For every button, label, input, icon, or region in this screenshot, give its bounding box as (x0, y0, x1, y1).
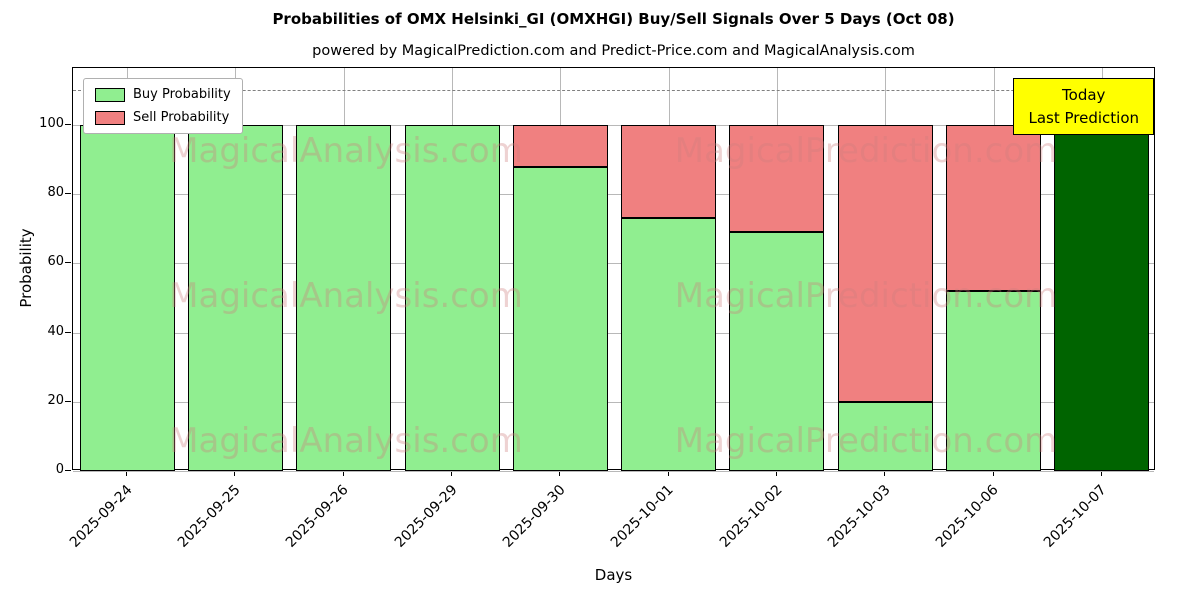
h-gridline (73, 263, 1154, 265)
x-tick-label: 2025-10-03 (824, 482, 894, 551)
x-tick-mark (1100, 471, 1102, 476)
x-tick-mark (126, 471, 128, 476)
y-tick-label: 20 (47, 392, 64, 408)
legend: Buy Probability Sell Probability (83, 78, 243, 134)
watermark-text: MagicalPrediction.com (674, 131, 1058, 171)
y-tick-mark (65, 470, 71, 471)
legend-label-buy: Buy Probability (133, 87, 231, 102)
y-tick-label: 80 (47, 185, 64, 201)
bar-segment-buy (729, 232, 825, 471)
plot-area: Buy Probability Sell Probability Today L… (72, 67, 1155, 472)
h-gridline (73, 332, 1154, 334)
chart-subtitle: powered by MagicalPrediction.com and Pre… (312, 43, 915, 59)
bar-segment-buy (946, 291, 1042, 471)
watermark-text: MagicalAnalysis.com (169, 276, 523, 316)
bar-segment-buy (512, 166, 608, 471)
today-annotation: Today Last Prediction (1013, 78, 1154, 135)
bar-segment-buy (837, 401, 933, 471)
x-tick-label: 2025-10-01 (608, 482, 677, 551)
x-tick-mark (884, 471, 886, 476)
legend-label-sell: Sell Probability (133, 110, 230, 125)
watermark-text: MagicalAnalysis.com (169, 421, 523, 461)
chart-title: Probabilities of OMX Helsinki_GI (OMXHGI… (272, 10, 955, 28)
x-axis-label: Days (594, 566, 633, 584)
y-tick-mark (65, 193, 71, 195)
bar-segment-sell (729, 125, 825, 233)
bar-today (1054, 125, 1150, 471)
y-tick-mark (65, 400, 71, 402)
x-tick-label: 2025-10-06 (933, 482, 1002, 551)
bar-segment-sell (621, 125, 717, 219)
watermark-text: MagicalPrediction.com (674, 276, 1058, 316)
h-gridline (73, 401, 1154, 403)
bar-segment-buy (404, 125, 500, 471)
x-tick-label: 2025-10-02 (716, 482, 786, 551)
bar-segment-sell (837, 125, 933, 402)
y-tick-label: 0 (55, 462, 64, 477)
today-annotation-line1: Today (1062, 86, 1106, 104)
legend-item-buy: Buy Probability (95, 87, 231, 102)
buy-probability-swatch (95, 87, 125, 102)
x-tick-label: 2025-09-30 (499, 482, 569, 551)
bar-segment-buy (621, 218, 717, 471)
x-tick-mark (559, 471, 561, 476)
y-tick-label: 60 (47, 254, 64, 270)
y-tick-mark (65, 331, 71, 333)
x-tick-label: 2025-09-24 (66, 482, 136, 551)
x-tick-mark (667, 471, 669, 476)
bar-segment-buy (296, 125, 392, 471)
legend-item-sell: Sell Probability (95, 110, 231, 125)
x-tick-label: 2025-09-25 (174, 482, 244, 551)
today-annotation-line2: Last Prediction (1028, 108, 1139, 127)
x-tick-mark (775, 471, 777, 476)
watermark-text: MagicalPrediction.com (674, 421, 1058, 461)
x-tick-mark (234, 471, 236, 476)
y-tick-label: 100 (39, 116, 64, 132)
bar-segment-sell (512, 125, 608, 167)
bar-segment-buy (79, 125, 175, 471)
bar-segment-buy (187, 125, 283, 471)
y-tick-label: 40 (47, 323, 64, 339)
watermark-text: MagicalAnalysis.com (169, 131, 523, 171)
x-tick-label: 2025-09-26 (283, 482, 353, 551)
x-tick-mark (342, 471, 344, 476)
y-tick-mark (65, 262, 71, 264)
x-tick-mark (992, 471, 994, 476)
bar-segment-sell (946, 125, 1042, 292)
threshold-dashed-line (73, 90, 1154, 92)
x-tick-mark (451, 471, 453, 476)
y-tick-mark (65, 124, 71, 126)
x-tick-label: 2025-10-07 (1041, 482, 1111, 551)
x-tick-label: 2025-09-29 (391, 482, 461, 551)
sell-probability-swatch (95, 110, 125, 125)
h-gridline (73, 471, 1154, 472)
h-gridline (73, 194, 1154, 196)
h-gridline (73, 125, 1154, 127)
